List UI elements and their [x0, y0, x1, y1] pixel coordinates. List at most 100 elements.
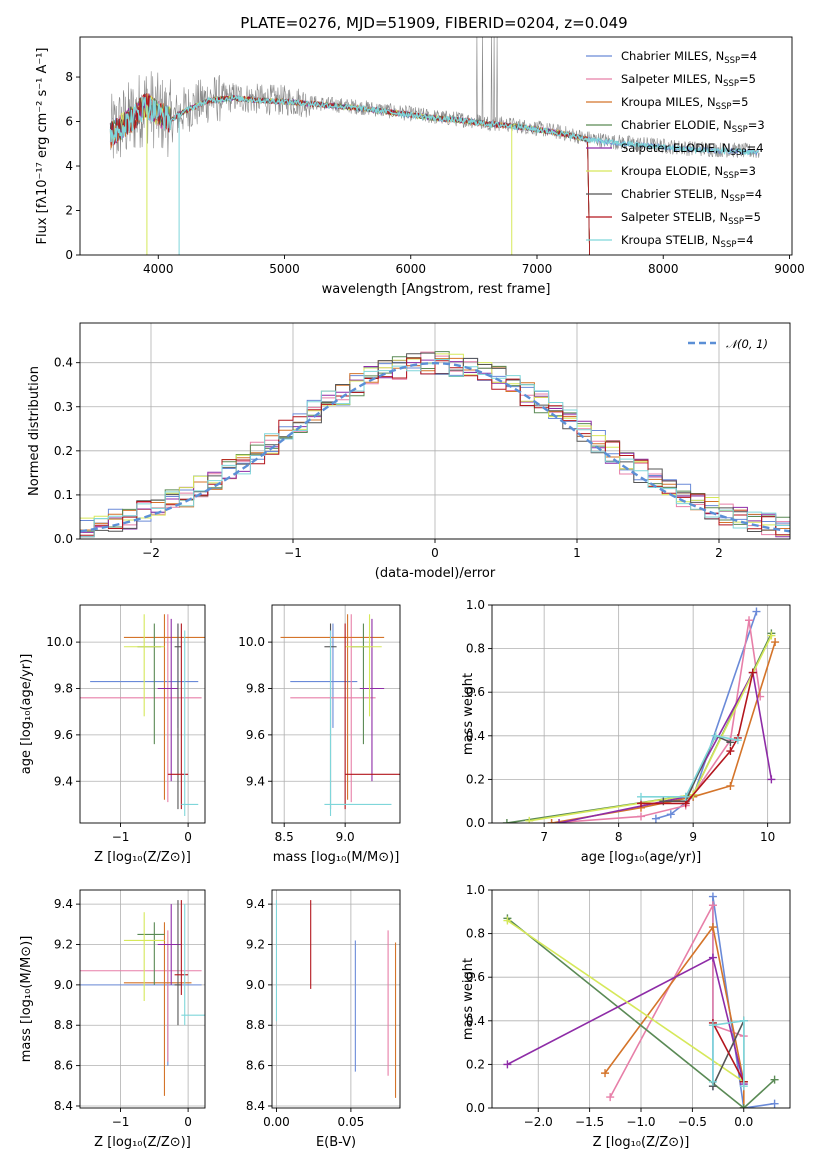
- x-tick-label: 0: [184, 1115, 192, 1129]
- errorbar-kroupa_stelib: [181, 630, 199, 817]
- y-tick-label: 0.0: [54, 532, 73, 546]
- y-axis-label: Normed distribution: [27, 366, 42, 496]
- y-tick-label: 10.0: [46, 635, 73, 649]
- errorbar-kroupa_elodie: [123, 614, 165, 717]
- legend-entry: Kroupa ELODIE, NSSP=3: [621, 164, 756, 181]
- legend-entry: Salpeter MILES, NSSP=5: [621, 72, 756, 89]
- model-spectrum-salpeter_stelib: [109, 93, 591, 255]
- marker: [555, 819, 564, 823]
- y-tick-label: 8.6: [54, 1059, 73, 1073]
- panel-5: 7 8 9 10 0.0 0.2 0.4 0.6 0.8 1.0 age [log₁₀(age/yr…: [461, 598, 791, 865]
- residual-histogram-salpeter_stelib: [80, 357, 790, 536]
- y-tick-label: 0.4: [466, 1014, 485, 1028]
- y-tick-label: 0.8: [466, 927, 485, 941]
- y-axis-label: mass [log₁₀(M/M⊙)]: [19, 936, 34, 1063]
- x-tick-label: −1.5: [575, 1115, 604, 1129]
- gaussian-curve: [80, 361, 790, 533]
- x-tick-label: 2: [715, 546, 723, 560]
- errorbar-kroupa_miles: [123, 922, 192, 1096]
- y-tick-label: 0.4: [54, 356, 73, 370]
- y-tick-label: 9.4: [246, 774, 265, 788]
- y-tick-label: 9.8: [54, 681, 73, 695]
- marker: [606, 1093, 615, 1102]
- legend-entry: 𝒩(0, 1): [726, 337, 768, 351]
- y-tick-label: 9.6: [246, 728, 265, 742]
- x-axis-label: Z [log₁₀(Z/Z⊙)]: [94, 850, 191, 865]
- x-tick-label: −1: [112, 1115, 130, 1129]
- x-tick-label: 0.05: [338, 1115, 365, 1129]
- panel-2: 𝒩(0, 1) −2 −1 0 1 2 0.0 0.1 0.2 0.3 0.4 (data-model…: [27, 322, 791, 581]
- marker: [666, 810, 675, 819]
- axes-frame: [79, 36, 793, 256]
- x-tick-label: 0: [184, 830, 192, 844]
- marker: [637, 812, 645, 821]
- panel-3: −1 0 9.4 9.6 9.8 10.0 Z [log₁₀(Z/Z⊙)] age [log₁…: [19, 604, 206, 865]
- marker: [708, 1021, 717, 1030]
- plot-area-1: [109, 37, 760, 255]
- legend-entry: Chabrier STELIB, NSSP=4: [621, 187, 762, 204]
- panel-7: 0.00 0.05 8.4 8.6 8.8 9.0 9.2 9.4 E(B-V): [246, 889, 401, 1150]
- marker: [733, 736, 742, 745]
- axes-frame: [271, 604, 401, 824]
- y-tick-label: 8.8: [246, 1018, 265, 1032]
- x-tick-label: 9000: [774, 262, 805, 276]
- plot-area-8: [503, 892, 779, 1108]
- marker: [745, 616, 754, 625]
- y-axis-label: mass weight: [461, 958, 476, 1040]
- y-axis-label: Flux [fλ10⁻¹⁷ erg cm⁻² s⁻¹ A⁻¹]: [35, 48, 50, 245]
- y-tick-label: 9.0: [54, 978, 73, 992]
- x-tick-label: 10: [760, 830, 775, 844]
- marker: [739, 1082, 748, 1091]
- errorbar-salpeter_miles: [80, 930, 202, 1062]
- x-tick-label: 7000: [522, 262, 553, 276]
- series-salpeter_miles: [547, 616, 765, 823]
- errorbar-chabrier_stelib: [174, 623, 182, 810]
- errorbar-kroupa_stelib: [181, 904, 205, 1026]
- marker: [726, 747, 735, 756]
- y-tick-label: 6: [65, 115, 73, 129]
- y-tick-label: 9.4: [54, 897, 73, 911]
- legend-entry: Kroupa STELIB, NSSP=4: [621, 233, 753, 250]
- y-tick-label: 8.4: [246, 1099, 265, 1113]
- x-tick-label: 0: [431, 546, 439, 560]
- plot-area-7: [275, 900, 397, 1098]
- marker: [767, 631, 776, 640]
- y-tick-label: 9.0: [246, 978, 265, 992]
- x-tick-label: −2.0: [524, 1115, 553, 1129]
- legend-entry: Kroupa MILES, NSSP=5: [621, 95, 748, 112]
- y-tick-label: 1.0: [466, 883, 485, 897]
- x-axis-label: wavelength [Angstrom, rest frame]: [322, 282, 551, 297]
- y-tick-label: 0.0: [466, 816, 485, 830]
- legend-entry: Salpeter STELIB, NSSP=5: [621, 210, 761, 227]
- x-tick-label: 0.00: [263, 1115, 290, 1129]
- x-tick-label: 0.0: [734, 1115, 753, 1129]
- x-tick-label: −0.5: [678, 1115, 707, 1129]
- y-tick-label: 0.4: [466, 729, 485, 743]
- series-chabrier_miles: [651, 607, 761, 823]
- x-axis-label: E(B-V): [316, 1135, 356, 1150]
- y-tick-label: 9.6: [54, 728, 73, 742]
- x-tick-label: 8000: [648, 262, 679, 276]
- y-tick-label: 9.4: [54, 774, 73, 788]
- x-tick-label: 4000: [143, 262, 174, 276]
- series-kroupa_stelib: [637, 731, 742, 801]
- marker: [726, 781, 735, 790]
- panel-4: 8.5 9.0 9.4 9.6 9.8 10.0 mass [log₁₀(M/M⊙)]: [238, 604, 401, 865]
- marker: [767, 775, 776, 784]
- y-tick-label: 0.2: [466, 1057, 485, 1071]
- errorbar-kroupa_miles: [280, 614, 385, 800]
- marker: [752, 607, 761, 616]
- errorbar-chabrier_stelib: [174, 900, 182, 1026]
- y-axis-label: age [log₁₀(age/yr)]: [19, 654, 34, 775]
- y-tick-label: 2: [65, 204, 73, 218]
- y-tick-label: 9.2: [246, 938, 265, 952]
- y-tick-label: 10.0: [238, 635, 265, 649]
- y-tick-label: 0.6: [466, 685, 485, 699]
- y-tick-label: 0.6: [466, 970, 485, 984]
- y-tick-label: 0.2: [466, 772, 485, 786]
- x-axis-label: Z [log₁₀(Z/Z⊙)]: [593, 1135, 690, 1150]
- errorbar-chabrier_elodie: [137, 623, 162, 745]
- errorbar-salpeter_elodie: [157, 618, 178, 782]
- axes-frame: [271, 889, 401, 1109]
